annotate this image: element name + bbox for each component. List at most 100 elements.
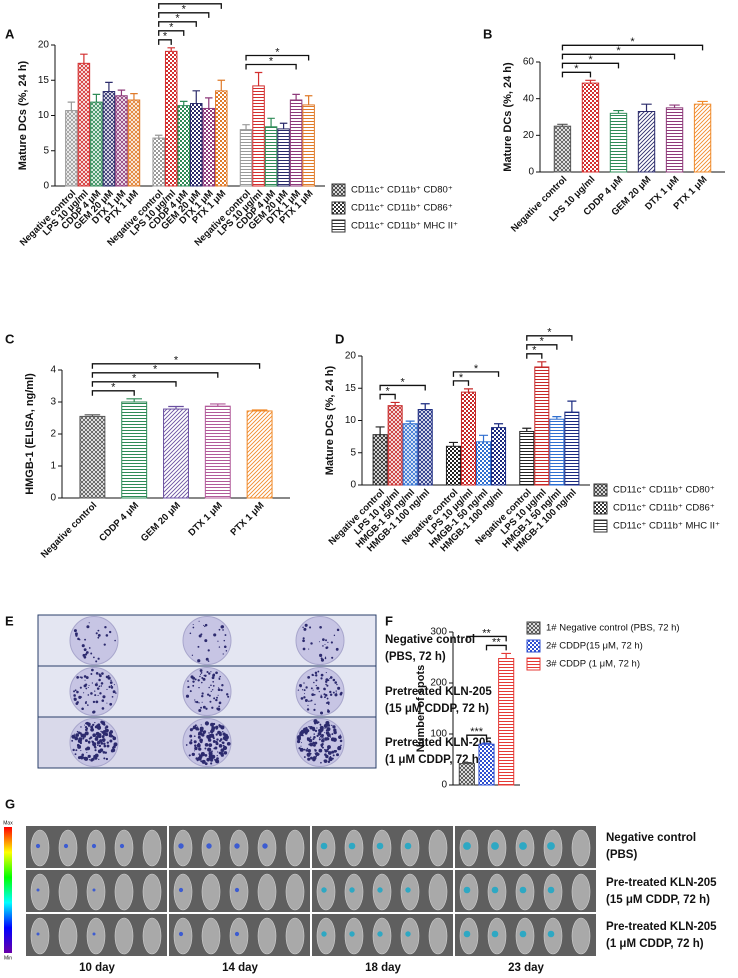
colony xyxy=(336,683,338,686)
colony xyxy=(327,728,329,730)
colony xyxy=(97,694,99,697)
signal xyxy=(178,843,184,849)
colony xyxy=(310,642,313,645)
y-tick-label: 10 xyxy=(38,110,50,121)
bar xyxy=(121,401,148,499)
colony xyxy=(202,624,205,626)
colony xyxy=(312,741,315,745)
colony xyxy=(215,698,218,702)
colony xyxy=(78,695,82,699)
colony xyxy=(203,730,207,734)
colony xyxy=(321,743,324,746)
colony xyxy=(106,744,110,748)
colony xyxy=(192,678,194,680)
colony xyxy=(208,686,210,689)
colony xyxy=(332,691,335,694)
bar xyxy=(289,99,303,187)
mouse xyxy=(428,829,448,867)
legend-label: CD11c⁺ CD11b⁺ CD80⁺ xyxy=(613,485,715,496)
error-bar xyxy=(375,426,385,435)
colony xyxy=(303,627,307,631)
colony xyxy=(95,660,98,663)
colony xyxy=(326,697,329,700)
signal xyxy=(178,931,184,937)
colony xyxy=(194,699,196,701)
colony xyxy=(201,759,206,764)
plate xyxy=(182,718,232,767)
colony xyxy=(109,702,113,706)
colony xyxy=(110,749,114,753)
colony xyxy=(320,695,323,699)
colony xyxy=(102,732,107,736)
colony xyxy=(80,676,83,679)
colony xyxy=(304,731,308,735)
significance-label: * xyxy=(174,355,179,367)
colony xyxy=(88,647,91,649)
colony xyxy=(338,735,342,739)
colony xyxy=(225,650,228,652)
colony xyxy=(306,747,309,750)
colony xyxy=(317,753,320,756)
colony xyxy=(307,749,311,752)
signal xyxy=(376,842,384,850)
colony xyxy=(224,634,227,637)
colony xyxy=(325,683,327,686)
error-bar xyxy=(117,89,126,96)
colony xyxy=(189,728,193,732)
colony xyxy=(75,733,79,737)
colony xyxy=(314,720,318,724)
colony xyxy=(204,674,207,677)
colony xyxy=(332,678,336,682)
bar xyxy=(77,62,91,187)
colony xyxy=(190,675,194,679)
colony xyxy=(85,687,88,690)
error-bar xyxy=(501,652,512,659)
colony xyxy=(109,681,113,684)
colony xyxy=(226,738,228,741)
colony xyxy=(309,726,313,730)
significance-bracket xyxy=(91,372,219,378)
colony xyxy=(90,725,94,729)
colony xyxy=(217,707,221,711)
bar xyxy=(458,763,475,786)
mouse xyxy=(173,873,193,911)
colony xyxy=(200,724,202,726)
significance-label: * xyxy=(616,45,621,57)
row-label: Pre-treated KLN-205 xyxy=(606,877,717,889)
colony xyxy=(88,759,91,761)
colony xyxy=(324,732,326,734)
colony xyxy=(339,734,341,736)
mouse xyxy=(114,829,134,867)
colony xyxy=(101,738,106,742)
significance-bracket xyxy=(526,335,573,341)
significance-bracket xyxy=(452,371,500,377)
bar xyxy=(252,85,265,187)
colony xyxy=(335,647,339,651)
colony xyxy=(211,750,213,753)
colony xyxy=(85,701,87,703)
y-axis-label: HMGB-1 (ELISA, ng/ml) xyxy=(24,373,36,495)
mouse xyxy=(571,917,591,955)
colony xyxy=(217,751,219,753)
significance-bracket xyxy=(466,635,507,642)
colony xyxy=(313,681,315,684)
colony xyxy=(191,654,194,656)
colony xyxy=(222,745,228,751)
colony xyxy=(85,676,89,679)
bar xyxy=(264,126,278,187)
colony xyxy=(95,632,98,635)
colony xyxy=(310,699,313,702)
legend-swatch xyxy=(331,219,346,233)
colony xyxy=(112,736,117,741)
colony xyxy=(311,673,314,677)
colony xyxy=(190,739,193,742)
colony xyxy=(212,673,216,676)
bar xyxy=(372,434,388,486)
colony xyxy=(325,754,329,759)
colony xyxy=(339,739,343,743)
colony xyxy=(205,707,208,710)
colony xyxy=(211,754,216,759)
signal xyxy=(91,843,97,849)
colony xyxy=(223,639,226,642)
